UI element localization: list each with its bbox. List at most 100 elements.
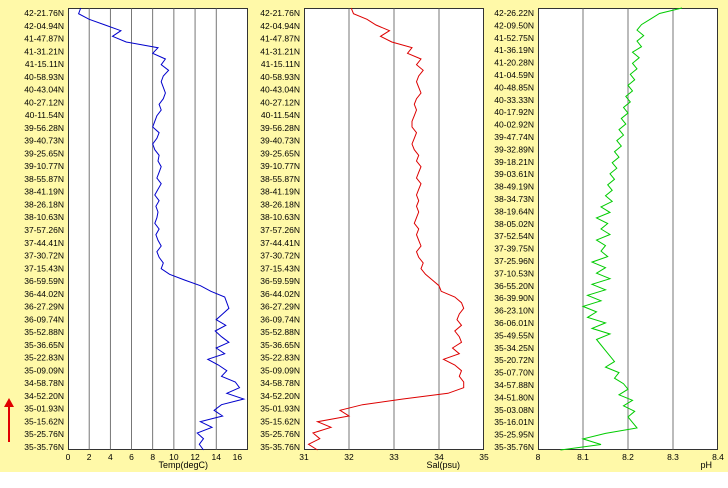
temperature-latitude-label: 40-11.54N bbox=[25, 110, 64, 120]
temperature-latitude-label: 36-44.02N bbox=[24, 289, 64, 299]
temperature-latitude-label: 42-21.76N bbox=[24, 8, 64, 18]
ph-latitude-label: 41-20.28N bbox=[494, 58, 534, 68]
ph-latitude-label: 37-25.96N bbox=[494, 256, 534, 266]
ph-latitude-label: 35-25.95N bbox=[494, 430, 534, 440]
ph-latitude-label: 34-57.88N bbox=[494, 380, 534, 390]
salinity-chart: 31 32 33 34 35 42-21.76N 42-04.94N 41-47.87N 41-… bbox=[260, 7, 489, 470]
salinity-latitude-label: 41-31.21N bbox=[260, 46, 300, 56]
salinity-profile-line bbox=[307, 7, 465, 451]
ph-chart: 8 8.1 8.2 8.3 8.4 42-26.22N 42-09.50N 41-52.75N… bbox=[494, 7, 724, 470]
ph-latitude-label: 36-39.90N bbox=[494, 293, 534, 303]
ph-latitude-label: 35-49.55N bbox=[494, 330, 534, 340]
salinity-latitude-label: 36-09.74N bbox=[260, 314, 300, 324]
salinity-x-tick-label: 33 bbox=[389, 452, 399, 462]
salinity-latitude-label: 34-52.20N bbox=[260, 391, 300, 401]
salinity-x-tick-label: 31 bbox=[299, 452, 309, 462]
temperature-x-tick-label: 6 bbox=[129, 452, 134, 462]
temperature-latitude-label: 37-30.72N bbox=[24, 251, 64, 261]
salinity-latitude-label: 37-30.72N bbox=[260, 251, 300, 261]
ph-x-tick-label: 8.3 bbox=[667, 452, 679, 462]
temperature-latitude-label: 35-09.09N bbox=[24, 365, 64, 375]
temperature-latitude-label: 37-44.41N bbox=[24, 238, 64, 248]
temperature-latitude-label: 35-01.93N bbox=[24, 404, 64, 414]
ph-x-tick-label: 8.2 bbox=[622, 452, 634, 462]
ph-latitude-label: 38-19.64N bbox=[494, 206, 534, 216]
temperature-latitude-label: 36-09.74N bbox=[24, 314, 64, 324]
temperature-latitude-label: 42-04.94N bbox=[24, 21, 64, 31]
temperature-latitude-label: 40-43.04N bbox=[24, 85, 64, 95]
salinity-latitude-label: 35-36.65N bbox=[260, 340, 300, 350]
ph-profile-line bbox=[560, 7, 683, 451]
salinity-latitude-label: 35-52.88N bbox=[260, 327, 300, 337]
temperature-latitude-label: 37-15.43N bbox=[24, 263, 64, 273]
temperature-profile-line bbox=[77, 7, 246, 451]
temperature-x-tick-label: 12 bbox=[190, 452, 200, 462]
salinity-latitude-label: 39-10.77N bbox=[260, 161, 300, 171]
up-arrow-icon bbox=[4, 398, 14, 442]
temperature-latitude-label: 34-52.20N bbox=[24, 391, 64, 401]
temperature-latitude-label: 35-22.83N bbox=[24, 353, 64, 363]
temperature-latitude-label: 35-35.76N bbox=[24, 442, 64, 452]
salinity-latitude-label: 36-59.59N bbox=[260, 276, 300, 286]
salinity-x-tick-label: 34 bbox=[434, 452, 444, 462]
salinity-latitude-label: 39-40.73N bbox=[260, 136, 300, 146]
salinity-latitude-label: 35-01.93N bbox=[260, 404, 300, 414]
ph-latitude-label: 35-35.76N bbox=[494, 442, 534, 452]
ph-latitude-label: 41-36.19N bbox=[494, 45, 534, 55]
ph-latitude-label: 34-51.80N bbox=[494, 392, 534, 402]
temperature-x-tick-label: 8 bbox=[150, 452, 155, 462]
ph-latitude-label: 40-17.92N bbox=[494, 107, 534, 117]
ph-latitude-label: 35-07.70N bbox=[494, 368, 534, 378]
ph-axis-title: pH bbox=[700, 460, 712, 470]
ph-latitude-label: 38-49.19N bbox=[494, 182, 534, 192]
salinity-axis-title: Sal(psu) bbox=[426, 460, 460, 470]
temperature-latitude-label: 40-27.12N bbox=[24, 97, 64, 107]
salinity-latitude-label: 40-58.93N bbox=[260, 72, 300, 82]
salinity-latitude-label: 37-57.26N bbox=[260, 225, 300, 235]
temperature-x-tick-label: 4 bbox=[108, 452, 113, 462]
ph-latitude-label: 35-20.72N bbox=[494, 355, 534, 365]
salinity-latitude-label: 37-15.43N bbox=[260, 263, 300, 273]
ph-latitude-label: 37-10.53N bbox=[494, 268, 534, 278]
salinity-latitude-label: 38-26.18N bbox=[260, 199, 300, 209]
temperature-latitude-label: 37-57.26N bbox=[24, 225, 64, 235]
salinity-latitude-label: 38-55.87N bbox=[260, 174, 300, 184]
salinity-latitude-label: 34-58.78N bbox=[260, 378, 300, 388]
temperature-latitude-label: 35-15.62N bbox=[24, 416, 64, 426]
temperature-latitude-label: 38-10.63N bbox=[24, 212, 64, 222]
temperature-latitude-label: 34-58.78N bbox=[24, 378, 64, 388]
ph-latitude-label: 35-16.01N bbox=[494, 417, 534, 427]
ph-latitude-label: 41-04.59N bbox=[494, 70, 534, 80]
ph-latitude-label: 35-34.25N bbox=[494, 343, 534, 353]
ph-latitude-label: 42-09.50N bbox=[494, 20, 534, 30]
salinity-latitude-label: 36-44.02N bbox=[260, 289, 300, 299]
salinity-latitude-label: 42-21.76N bbox=[260, 8, 300, 18]
temperature-latitude-label: 35-52.88N bbox=[24, 327, 64, 337]
salinity-x-tick-label: 32 bbox=[344, 452, 354, 462]
salinity-latitude-label: 39-56.28N bbox=[260, 123, 300, 133]
temperature-x-tick-label: 2 bbox=[87, 452, 92, 462]
ph-latitude-label: 39-47.74N bbox=[494, 132, 534, 142]
ph-latitude-label: 36-55.20N bbox=[494, 281, 534, 291]
ph-latitude-label: 40-48.85N bbox=[494, 82, 534, 92]
temperature-latitude-label: 35-25.76N bbox=[24, 429, 64, 439]
salinity-latitude-label: 35-35.76N bbox=[260, 442, 300, 452]
temperature-latitude-label: 36-27.29N bbox=[24, 302, 64, 312]
salinity-latitude-label: 36-27.29N bbox=[260, 302, 300, 312]
temperature-latitude-label: 39-10.77N bbox=[24, 161, 64, 171]
salinity-latitude-label: 38-41.19N bbox=[260, 187, 300, 197]
ph-x-tick-label: 8 bbox=[536, 452, 541, 462]
temperature-latitude-label: 39-56.28N bbox=[24, 123, 64, 133]
temperature-latitude-label: 38-26.18N bbox=[24, 199, 64, 209]
salinity-latitude-label: 35-09.09N bbox=[260, 365, 300, 375]
ph-latitude-label: 37-52.54N bbox=[494, 231, 534, 241]
salinity-latitude-label: 35-15.62N bbox=[260, 416, 300, 426]
ph-latitude-label: 36-23.10N bbox=[494, 306, 534, 316]
salinity-latitude-label: 37-44.41N bbox=[260, 238, 300, 248]
temperature-axis-title: Temp(degC) bbox=[158, 460, 208, 470]
temperature-latitude-label: 38-41.19N bbox=[24, 187, 64, 197]
temperature-latitude-label: 36-59.59N bbox=[24, 276, 64, 286]
temperature-x-tick-label: 10 bbox=[169, 452, 179, 462]
salinity-latitude-label: 40-43.04N bbox=[260, 85, 300, 95]
